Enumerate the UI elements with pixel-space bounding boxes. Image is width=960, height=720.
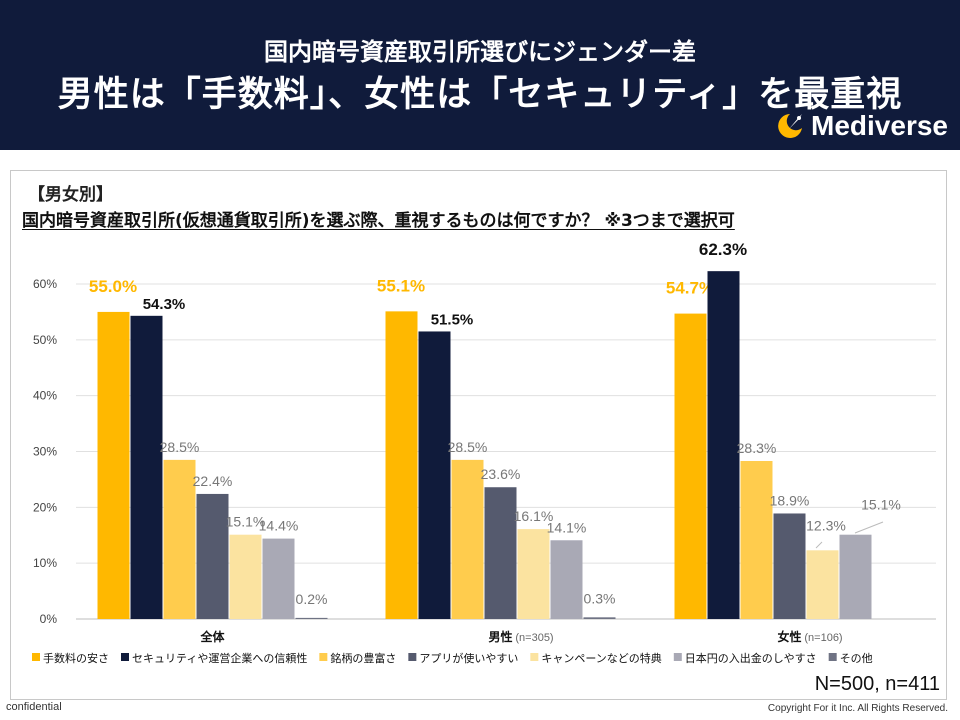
legend-label: セキュリティや運営企業への信頼性: [132, 651, 307, 665]
data-label: 0.2%: [296, 591, 328, 607]
data-label: 28.5%: [448, 439, 488, 455]
data-label: 54.7%: [666, 279, 714, 298]
group-label: 全体: [199, 629, 225, 644]
y-tick-label: 50%: [33, 333, 57, 347]
data-label: 0.3%: [584, 590, 616, 606]
leader-line: [854, 521, 884, 534]
legend-label: その他: [840, 652, 873, 665]
bar: [740, 460, 773, 619]
group-label: 女性: [777, 629, 801, 644]
brand-name: Mediverse: [811, 110, 948, 141]
bar: [418, 331, 451, 619]
data-label: 22.4%: [193, 473, 233, 489]
data-label: 55.1%: [377, 276, 425, 295]
legend-swatch: [408, 653, 417, 661]
bar: [130, 315, 163, 619]
bar: [583, 617, 616, 619]
data-label: 15.1%: [861, 497, 901, 513]
data-label: 14.1%: [547, 519, 587, 535]
data-label: 14.4%: [259, 518, 299, 534]
legend-label: 銘柄の豊富さ: [330, 651, 396, 665]
data-label: 28.5%: [160, 439, 200, 455]
bar: [674, 313, 707, 619]
legend-label: キャンペーンなどの特典: [541, 651, 661, 665]
page-title: 男性は「手数料」、女性は「セキュリティ」を最重視: [57, 75, 903, 115]
y-tick-label: 20%: [33, 500, 57, 514]
legend-label: 日本円の入出金のしやすさ: [685, 651, 817, 665]
page-subtitle: 国内暗号資産取引所選びにジェンダー差: [264, 38, 696, 66]
legend-swatch: [828, 653, 837, 661]
moon-rocket-icon: [778, 114, 803, 138]
group-sample-note: (n=305): [515, 632, 553, 644]
header-banner: [0, 0, 960, 150]
survey-question: 国内暗号資産取引所(仮想通貨取引所)を選ぶ際、重視するものは何ですか？ ※3つま…: [22, 211, 735, 231]
sample-size-note: N=500, n=411: [814, 673, 940, 695]
data-label: 54.3%: [143, 296, 186, 313]
confidential-label: confidential: [6, 701, 62, 713]
bar: [707, 271, 740, 619]
legend-swatch: [121, 653, 129, 661]
legend-swatch: [319, 653, 328, 661]
legend-swatch: [530, 653, 539, 661]
bar: [839, 534, 872, 619]
bar: [517, 529, 550, 619]
data-label: 28.3%: [737, 440, 777, 456]
copyright-text: Copyright For it Inc. All Rights Reserve…: [767, 703, 948, 714]
bar: [229, 534, 262, 619]
data-label: 12.3%: [806, 517, 846, 533]
data-label: 18.9%: [770, 492, 810, 508]
y-tick-label: 40%: [33, 389, 57, 403]
legend-swatch: [673, 653, 682, 661]
y-tick-label: 10%: [33, 556, 57, 570]
bar: [97, 311, 130, 619]
data-label: 55.0%: [89, 277, 137, 296]
segment-tag: 【男女別】: [28, 185, 113, 205]
y-tick-label: 30%: [33, 445, 57, 459]
bar: [773, 513, 806, 619]
data-label: 16.1%: [514, 508, 554, 524]
legend-swatch: [32, 653, 40, 661]
y-tick-label: 0%: [40, 612, 58, 626]
data-label: 62.3%: [699, 240, 747, 259]
bar: [295, 617, 328, 619]
bar: [262, 538, 295, 619]
group-label: 男性: [488, 629, 512, 644]
data-label: 23.6%: [481, 466, 521, 482]
legend-label: 手数料の安さ: [43, 651, 109, 665]
leader-line: [815, 541, 823, 549]
data-label: 15.1%: [226, 514, 266, 530]
group-sample-note: (n=106): [804, 632, 842, 644]
data-label: 51.5%: [431, 311, 474, 328]
bar: [196, 493, 229, 619]
y-tick-label: 60%: [33, 277, 57, 291]
legend-label: アプリが使いやすい: [419, 651, 518, 665]
bar: [806, 550, 839, 619]
bar: [484, 487, 517, 619]
bar: [550, 540, 583, 619]
bar: [451, 459, 484, 619]
brand-logo: Mediverse: [775, 110, 948, 142]
bar: [385, 311, 418, 619]
bar: [163, 459, 196, 619]
